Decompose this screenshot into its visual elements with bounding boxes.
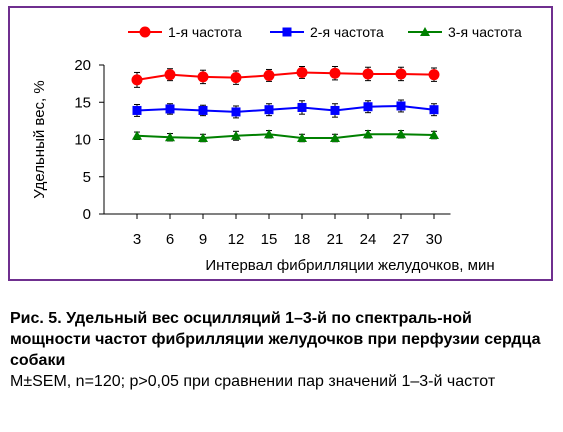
legend-label: 1-я частота (168, 24, 242, 40)
x-tick-label: 3 (133, 231, 141, 248)
data-point (197, 71, 209, 83)
y-tick-label: 15 (74, 94, 91, 111)
data-point (165, 104, 175, 114)
data-point (264, 105, 274, 115)
chart-frame: 0 5 10 15 20 3 6 9 12 15 18 21 24 27 30 Интервал фибрил… (8, 6, 553, 281)
data-point (131, 74, 143, 86)
x-tick-label: 6 (166, 231, 174, 248)
data-point (296, 66, 308, 78)
x-tick-label: 30 (426, 231, 443, 248)
data-point (429, 105, 439, 115)
series-line (136, 133, 435, 140)
data-point (396, 101, 406, 111)
data-point (363, 129, 373, 139)
y-tick-label: 10 (74, 132, 91, 149)
data-point (297, 133, 307, 143)
x-tick-label: 18 (294, 231, 311, 248)
y-tick-label: 0 (83, 206, 91, 223)
legend-label: 3-я частота (448, 24, 522, 40)
x-axis-title: Интервал фибрилляции желудочков, мин (205, 257, 494, 274)
legend-item-3: 3-я частота (408, 24, 522, 40)
x-tick-label: 27 (393, 231, 410, 248)
x-tick-label: 24 (360, 231, 377, 248)
legend-item-2: 2-я частота (270, 24, 384, 40)
x-tick-label: 9 (199, 231, 207, 248)
data-point (395, 68, 407, 80)
caption-note: M±SEM, n=120; p>0,05 при сравнении пар з… (10, 373, 496, 390)
data-point (429, 130, 439, 140)
y-axis-title: Удельный вес, % (31, 80, 48, 198)
data-point (264, 129, 274, 139)
y-tick-label: 5 (83, 169, 91, 186)
legend-marker (282, 27, 292, 37)
series-3 (132, 129, 439, 143)
data-point (263, 69, 275, 81)
caption-title: Рис. 5. Удельный вес осцилляций 1–3-й по… (10, 310, 541, 369)
data-point (165, 132, 175, 142)
data-point (396, 129, 406, 139)
data-point (330, 133, 340, 143)
figure-caption: Рис. 5. Удельный вес осцилляций 1–3-й по… (10, 308, 555, 392)
series-line (136, 71, 435, 81)
chart-svg: 0 5 10 15 20 3 6 9 12 15 18 21 24 27 30 Интервал фибрил… (31, 24, 522, 274)
x-tick-label: 12 (228, 231, 245, 248)
data-point (132, 130, 142, 140)
legend-item-1: 1-я частота (128, 24, 242, 40)
data-point (297, 102, 307, 112)
data-point (231, 130, 241, 140)
data-point (330, 105, 340, 115)
legend-marker (420, 27, 430, 36)
x-tick-label: 21 (327, 231, 344, 248)
data-point (231, 107, 241, 117)
y-tick-label: 20 (74, 57, 91, 74)
data-point (362, 68, 374, 80)
data-point (428, 69, 440, 81)
series-2 (132, 99, 439, 119)
series-line (136, 104, 435, 113)
x-tick-label: 15 (261, 231, 278, 248)
data-point (198, 133, 208, 143)
legend-marker (139, 26, 151, 38)
data-point (164, 69, 176, 81)
data-point (363, 102, 373, 112)
data-point (198, 105, 208, 115)
data-point (329, 67, 341, 79)
data-point (230, 72, 242, 84)
data-point (132, 105, 142, 115)
legend-label: 2-я частота (310, 24, 384, 40)
series-1 (131, 65, 440, 88)
